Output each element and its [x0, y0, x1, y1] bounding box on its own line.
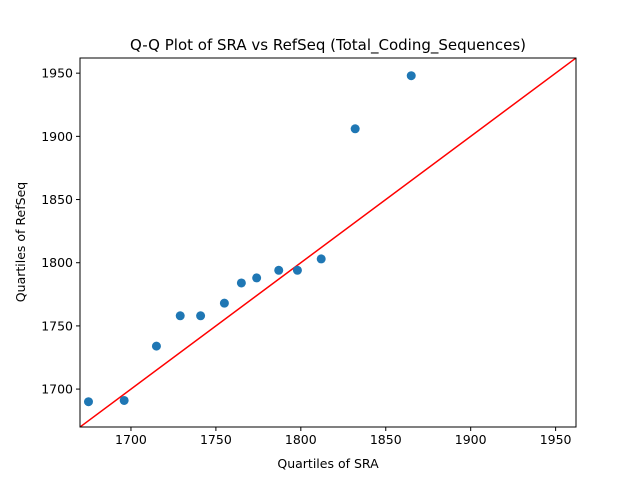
data-point	[316, 254, 326, 264]
data-point	[151, 341, 161, 351]
data-point	[196, 311, 206, 321]
x-tick-label: 1800	[285, 432, 317, 447]
x-axis-label: Quartiles of SRA	[277, 456, 379, 471]
y-axis-label: Quartiles of RefSeq	[13, 182, 28, 302]
data-point	[292, 265, 302, 275]
y-tick-label: 1700	[41, 382, 73, 397]
y-tick-label: 1800	[41, 255, 73, 270]
y-tick-label: 1950	[41, 66, 73, 81]
data-point	[406, 71, 416, 81]
y-tick-label: 1850	[41, 192, 73, 207]
x-tick-label: 1900	[455, 432, 487, 447]
reference-line	[80, 58, 576, 427]
plot-area: 1700 1750 1800 1850 1900 1950 1700 1750 1800 1850…	[41, 57, 577, 447]
x-tick-label: 1950	[540, 432, 572, 447]
data-point	[274, 265, 284, 275]
chart-title: Q-Q Plot of SRA vs RefSeq (Total_Coding_…	[130, 36, 526, 55]
data-point	[219, 298, 229, 308]
y-tick-label: 1750	[41, 318, 73, 333]
data-point	[252, 273, 262, 283]
x-tick-label: 1750	[200, 432, 232, 447]
data-point	[119, 395, 129, 405]
plot-frame	[79, 57, 577, 428]
x-tick-label: 1850	[370, 432, 402, 447]
data-point	[175, 311, 185, 321]
x-tick-label: 1700	[115, 432, 147, 447]
data-point	[236, 278, 246, 288]
data-point	[83, 397, 93, 407]
data-point	[350, 124, 360, 134]
y-tick-label: 1900	[41, 129, 73, 144]
